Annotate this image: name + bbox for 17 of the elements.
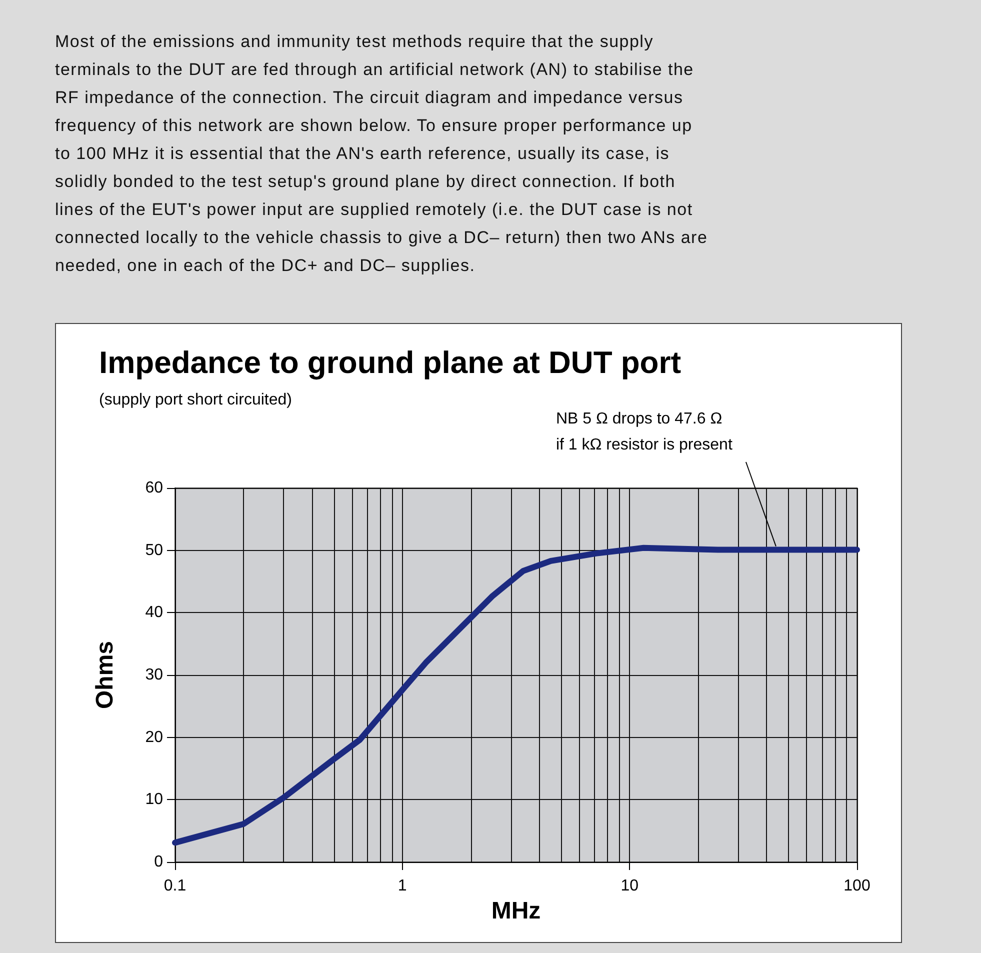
x-tick-label: 10 [620, 878, 639, 894]
x-tick-label: 100 [844, 878, 870, 894]
y-tick-label: 40 [145, 604, 164, 622]
chart-subtitle: (supply port short circuited) [99, 392, 292, 408]
y-tick-label: 10 [145, 791, 164, 808]
annotation: NB 5 Ω drops to 47.6 Ω if 1 kΩ resistor is present [556, 410, 733, 454]
x-tick-label: 1 [398, 878, 407, 894]
y-axis-title: Ohms [92, 640, 118, 710]
x-axis-title: MHz [491, 897, 541, 924]
y-tick-label: 60 [145, 480, 164, 496]
x-tick-label: 0.1 [164, 878, 186, 894]
y-tick-label: 30 [145, 666, 164, 684]
text: Most of the emissions and immunity test methods require that the supply terminals to the DUT are fed through an artificial network (AN) to stabilise the RF impedance of the connection. The circuit diagram and impedance versus frequency of this network are shown below. To ensure proper performance up to 100 MHz it is essential that the AN's earth reference, usually its case, is solidly bonded to the test setup's ground plane by direct connection. If both lines of the EUT's power input are supplied remotely (i.e. the DUT case is not connected locally to the vehicle chassis to give a DC– return) then two ANs are needed, one in each of the DC+ and DC– supplies. [55, 32, 708, 275]
y-tick-label: 20 [145, 728, 164, 746]
y-tick-label: 50 [145, 542, 164, 559]
chart-title: Impedance to ground plane at DUT port [99, 345, 682, 380]
y-tick-label: 0 [154, 854, 164, 870]
